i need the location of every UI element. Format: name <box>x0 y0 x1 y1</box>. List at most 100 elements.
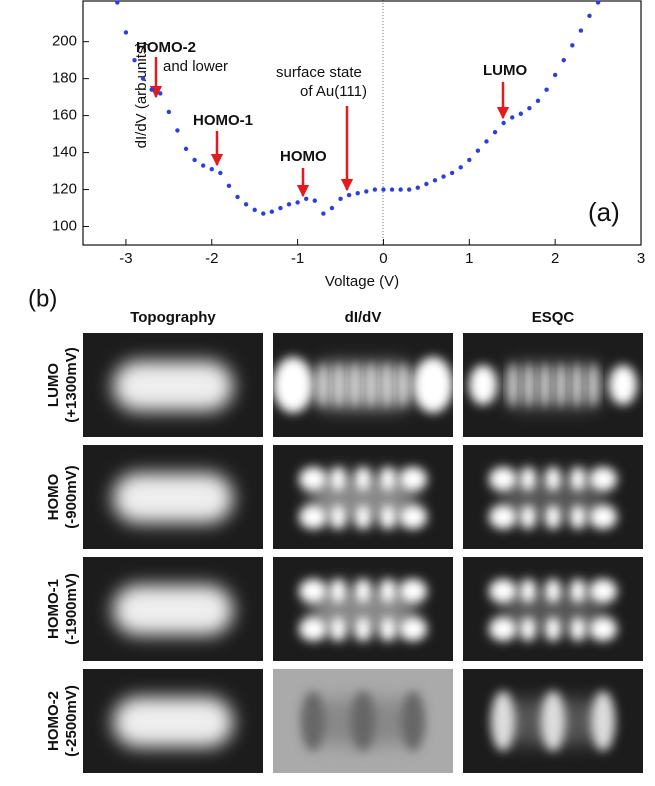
row-name: HOMO-1 <box>45 579 62 639</box>
column-header: dI/dV <box>345 309 382 326</box>
lobe <box>299 579 327 603</box>
stm-image <box>273 557 453 661</box>
data-point <box>123 30 129 35</box>
lobe <box>545 579 561 603</box>
data-point <box>510 115 515 120</box>
lobe <box>399 579 427 603</box>
lobe <box>589 467 617 491</box>
lobe <box>520 617 536 641</box>
data-point <box>398 187 403 192</box>
data-point <box>269 209 275 214</box>
panel-b: Topography dI/dV ESQC LUMO (+1300mV) HOMO (-90… <box>45 309 643 773</box>
lobe <box>330 579 346 603</box>
data-point <box>484 139 489 144</box>
lobe <box>351 691 375 751</box>
lobe <box>401 691 425 751</box>
data-point <box>570 43 575 48</box>
annotation: (a) <box>588 197 620 227</box>
row-name: HOMO-2 <box>45 691 62 751</box>
x-axis-label: Voltage (V) <box>325 273 399 290</box>
lobe <box>399 505 427 529</box>
lobe <box>541 691 565 751</box>
data-point <box>166 109 172 115</box>
data-point <box>295 200 300 205</box>
row-bias: (-1900mV) <box>63 573 80 645</box>
column-header: ESQC <box>532 309 575 326</box>
panel-label: (b) <box>28 285 57 312</box>
lobe <box>299 617 327 641</box>
data-point <box>312 198 317 203</box>
data-point <box>389 187 395 192</box>
x-tick-label: 0 <box>379 250 387 267</box>
data-point <box>132 57 137 63</box>
data-point <box>226 183 232 189</box>
x-tick-label: 3 <box>637 250 645 267</box>
data-point <box>527 106 532 111</box>
lobe <box>413 357 453 413</box>
lobe <box>382 363 392 407</box>
stm-image <box>463 333 643 437</box>
row-bias: (+1300mV) <box>63 347 80 422</box>
lobe <box>330 617 346 641</box>
data-point <box>200 163 206 168</box>
lobe <box>591 691 615 751</box>
lobe <box>570 579 586 603</box>
arrows <box>149 57 510 198</box>
lobe <box>572 363 582 407</box>
data-point <box>140 76 146 81</box>
lobe <box>334 363 344 407</box>
annotation: and lower <box>163 58 228 75</box>
y-tick-label: 160 <box>52 107 77 124</box>
data-point <box>346 192 352 198</box>
lobe <box>366 363 376 407</box>
data-point <box>501 120 506 126</box>
row-name: LUMO <box>45 363 62 407</box>
data-point <box>552 72 558 78</box>
data-point <box>338 196 343 201</box>
lobe <box>380 617 396 641</box>
data-point <box>261 211 266 216</box>
data-point <box>578 28 584 33</box>
data-point <box>183 146 189 152</box>
stm-image <box>83 333 263 437</box>
y-tick-label: 120 <box>52 181 77 198</box>
lobe <box>355 579 371 603</box>
lobe <box>330 505 346 529</box>
lobe <box>545 505 561 529</box>
stm-image <box>463 669 643 773</box>
lobe <box>299 467 327 491</box>
molecule <box>113 361 233 411</box>
data-point <box>218 170 223 176</box>
data-point <box>458 165 463 170</box>
data-point <box>475 148 481 153</box>
x-tick-label: -1 <box>291 250 304 267</box>
data-point <box>415 185 420 190</box>
data-point <box>544 87 549 92</box>
data-point <box>561 57 566 63</box>
data-point <box>441 174 446 179</box>
lobe <box>545 617 561 641</box>
data-point <box>209 167 214 172</box>
lobe <box>588 363 598 407</box>
lobe <box>273 357 313 413</box>
x-tick-label: 1 <box>465 250 473 267</box>
data-point <box>535 98 541 104</box>
data-point <box>175 128 180 133</box>
molecule <box>113 473 233 523</box>
y-axis-label: dI/dV (arb.units) <box>133 42 150 149</box>
annotation: of Au(111) <box>300 83 367 100</box>
stm-image <box>83 445 263 549</box>
data-point <box>518 111 524 116</box>
data-point <box>355 191 360 196</box>
data-point <box>149 87 154 92</box>
lobe <box>380 579 396 603</box>
y-tick-label: 180 <box>52 70 77 87</box>
x-tick-label: -3 <box>119 250 132 267</box>
lobe <box>520 579 536 603</box>
row-bias: (-900mV) <box>63 465 80 528</box>
lobe <box>489 467 517 491</box>
annotation: HOMO-2 <box>136 39 196 56</box>
plot-frame <box>82 0 642 246</box>
lobe <box>570 505 586 529</box>
